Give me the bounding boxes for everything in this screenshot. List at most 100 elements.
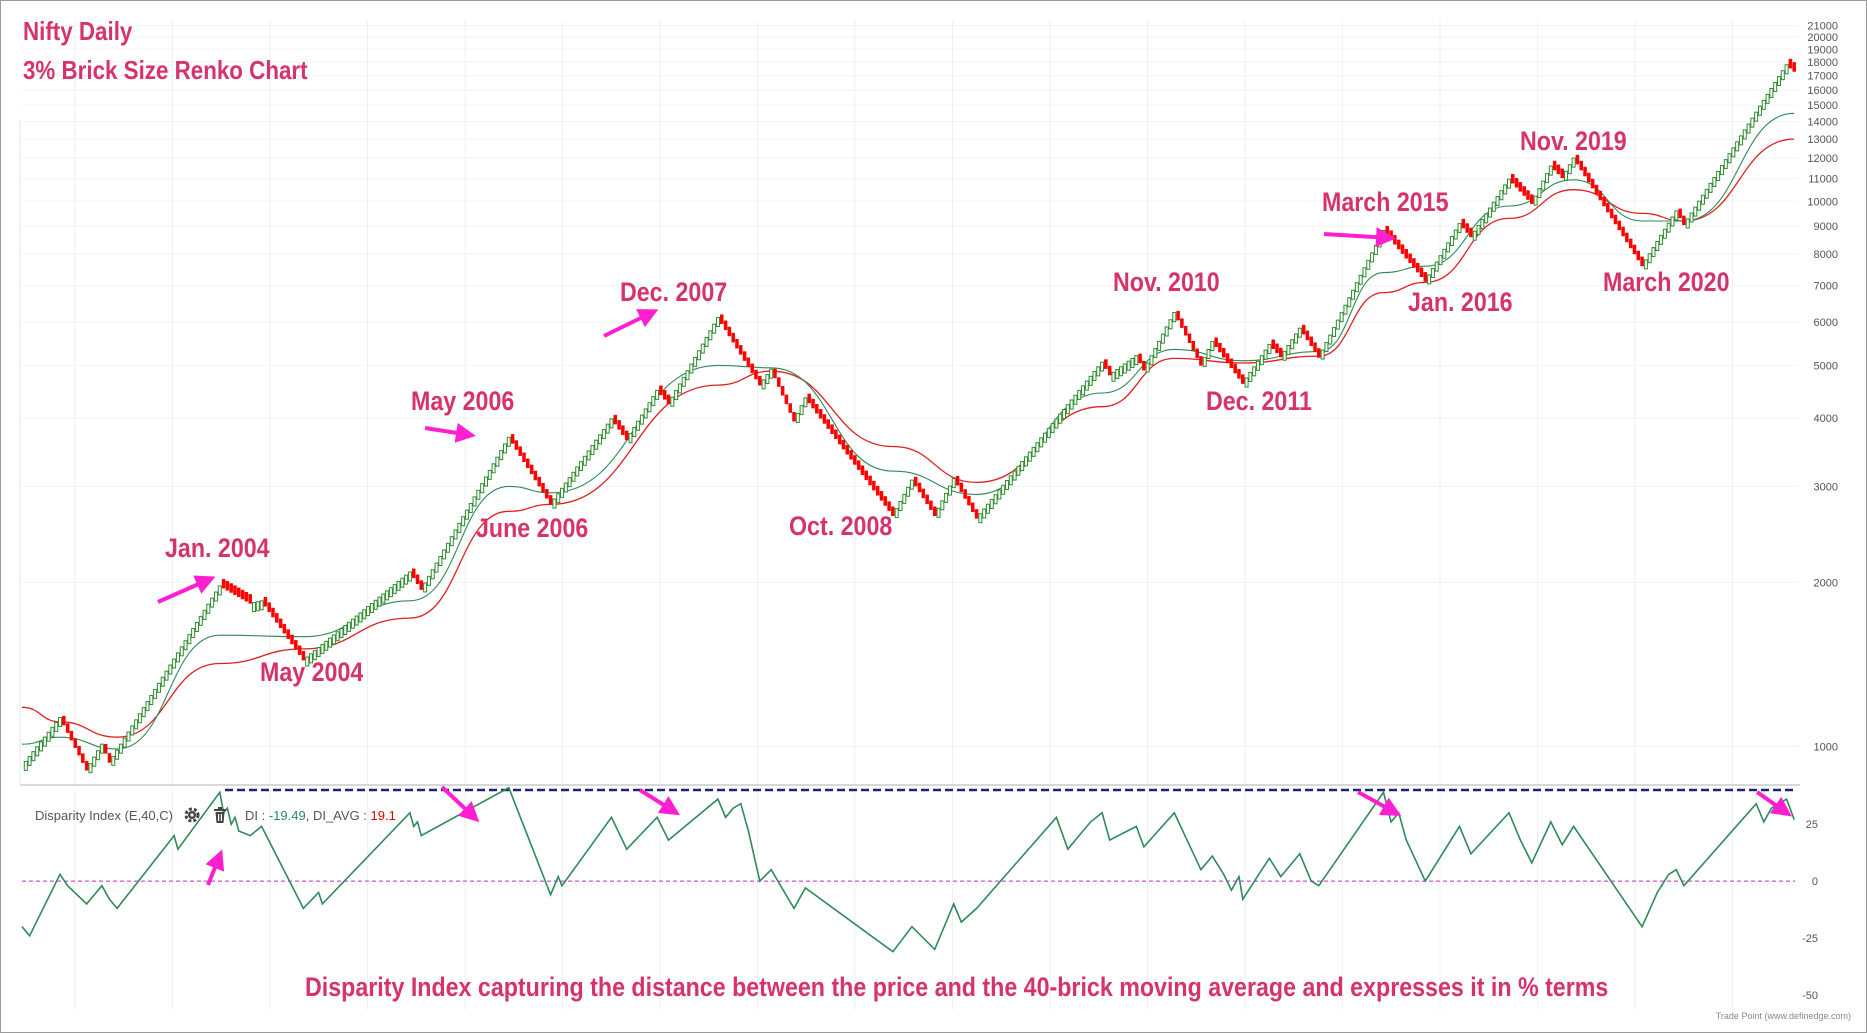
renko-brick-up bbox=[575, 466, 580, 477]
price-tick-label: 17000 bbox=[1807, 71, 1838, 83]
renko-brick-up bbox=[1012, 470, 1017, 481]
renko-brick-down bbox=[545, 489, 549, 499]
renko-brick-up bbox=[1647, 253, 1652, 264]
renko-brick-up bbox=[715, 317, 720, 328]
renko-brick-up bbox=[1050, 423, 1055, 434]
renko-brick-up bbox=[339, 628, 344, 639]
renko-brick-up bbox=[1164, 326, 1169, 337]
label-dec2007: Dec. 2007 bbox=[620, 277, 728, 307]
renko-brick-up bbox=[187, 634, 192, 645]
renko-brick-up bbox=[1332, 327, 1337, 338]
renko-brick-up bbox=[1115, 369, 1120, 380]
renko-brick-up bbox=[639, 414, 644, 425]
renko-brick-down bbox=[1400, 244, 1405, 254]
renko-brick-up bbox=[259, 600, 264, 611]
renko-brick-up bbox=[590, 445, 595, 456]
indicator-values: DI : -19.49, DI_AVG : 19.1 bbox=[245, 807, 396, 823]
renko-brick-down bbox=[883, 496, 888, 506]
renko-brick-down bbox=[518, 446, 522, 456]
grid bbox=[19, 20, 1800, 1010]
renko-brick-up bbox=[206, 603, 211, 614]
renko-brick-up bbox=[126, 731, 131, 742]
renko-brick-up bbox=[172, 658, 177, 669]
annotation-arrow bbox=[157, 575, 216, 604]
renko-brick-down bbox=[1788, 58, 1793, 69]
renko-brick-up bbox=[685, 370, 690, 381]
renko-brick-up bbox=[985, 503, 990, 514]
renko-brick-down bbox=[731, 332, 735, 343]
label-mar2015: March 2015 bbox=[1322, 187, 1449, 217]
renko-brick-up bbox=[579, 461, 584, 472]
renko-brick-up bbox=[1008, 475, 1013, 486]
renko-brick-down bbox=[548, 495, 553, 505]
disparity-index-panel: 25 0 -25 -50 bbox=[21, 786, 1818, 1002]
renko-brick-up bbox=[1503, 184, 1508, 195]
price-tick-label: 6000 bbox=[1814, 317, 1838, 329]
renko-brick-down bbox=[1583, 166, 1587, 177]
renko-brick-down bbox=[1309, 336, 1313, 347]
renko-brick-up bbox=[655, 389, 660, 400]
renko-brick-down bbox=[834, 429, 838, 440]
renko-brick-up bbox=[594, 439, 599, 450]
renko-brick-down bbox=[788, 403, 792, 413]
renko-brick-up bbox=[567, 477, 572, 488]
renko-brick-up bbox=[194, 621, 199, 632]
label-dec2011: Dec. 2011 bbox=[1206, 386, 1312, 416]
renko-brick-up bbox=[632, 427, 637, 438]
renko-brick-up bbox=[1084, 380, 1089, 391]
renko-brick-down bbox=[1104, 359, 1108, 369]
renko-brick-down bbox=[65, 723, 70, 733]
renko-brick-down bbox=[510, 434, 515, 444]
renko-brick-up bbox=[1674, 210, 1679, 221]
gear-icon[interactable] bbox=[183, 806, 201, 824]
renko-brick-up bbox=[1206, 348, 1211, 359]
renko-brick-down bbox=[69, 730, 74, 741]
renko-brick-up bbox=[1119, 366, 1124, 377]
renko-brick-up bbox=[141, 707, 146, 718]
renko-brick-up bbox=[902, 493, 907, 504]
renko-brick-down bbox=[1556, 164, 1561, 175]
renko-brick-up bbox=[894, 508, 899, 519]
label-jan2004: Jan. 2004 bbox=[165, 533, 270, 563]
renko-brick-down bbox=[77, 745, 81, 756]
renko-brick-up bbox=[1255, 360, 1260, 371]
renko-brick-down bbox=[1469, 227, 1473, 238]
renko-brick-up bbox=[1689, 212, 1694, 223]
renko-brick-up bbox=[712, 323, 717, 334]
moving-average-green bbox=[21, 112, 1795, 750]
renko-brick-up bbox=[677, 383, 682, 394]
renko-brick-down bbox=[815, 403, 819, 414]
renko-brick-up bbox=[1351, 289, 1356, 300]
renko-brick-up bbox=[936, 507, 941, 518]
renko-brick-down bbox=[860, 465, 865, 475]
di-tick-label: -25 bbox=[1802, 933, 1818, 945]
renko-brick-down bbox=[754, 369, 758, 380]
renko-brick-down bbox=[419, 580, 424, 590]
renko-brick-up bbox=[1153, 348, 1158, 359]
renko-brick-up bbox=[1738, 135, 1743, 146]
renko-brick-down bbox=[613, 414, 618, 425]
renko-brick-up bbox=[213, 591, 218, 602]
renko-brick-up bbox=[951, 478, 956, 489]
renko-brick-down bbox=[1279, 347, 1283, 358]
renko-brick-up bbox=[183, 640, 188, 651]
renko-brick-up bbox=[799, 405, 804, 416]
renko-brick-up bbox=[335, 631, 340, 642]
renko-brick-up bbox=[582, 455, 587, 466]
renko-brick-up bbox=[552, 498, 557, 509]
trash-icon[interactable] bbox=[211, 806, 229, 824]
renko-brick-down bbox=[624, 430, 629, 441]
renko-brick-up bbox=[1335, 319, 1340, 330]
renko-brick-down bbox=[522, 452, 526, 462]
renko-brick-up bbox=[31, 751, 36, 762]
price-tick-label: 20000 bbox=[1807, 32, 1838, 44]
renko-brick-down bbox=[533, 470, 538, 481]
renko-brick-down bbox=[864, 470, 869, 481]
renko-brick-down bbox=[1423, 272, 1428, 282]
renko-brick-down bbox=[514, 440, 519, 450]
renko-brick-up bbox=[400, 577, 405, 588]
renko-brick-up bbox=[168, 664, 173, 675]
renko-brick-up bbox=[309, 653, 314, 664]
renko-brick-down bbox=[1313, 342, 1317, 352]
renko-brick-up bbox=[58, 717, 63, 728]
